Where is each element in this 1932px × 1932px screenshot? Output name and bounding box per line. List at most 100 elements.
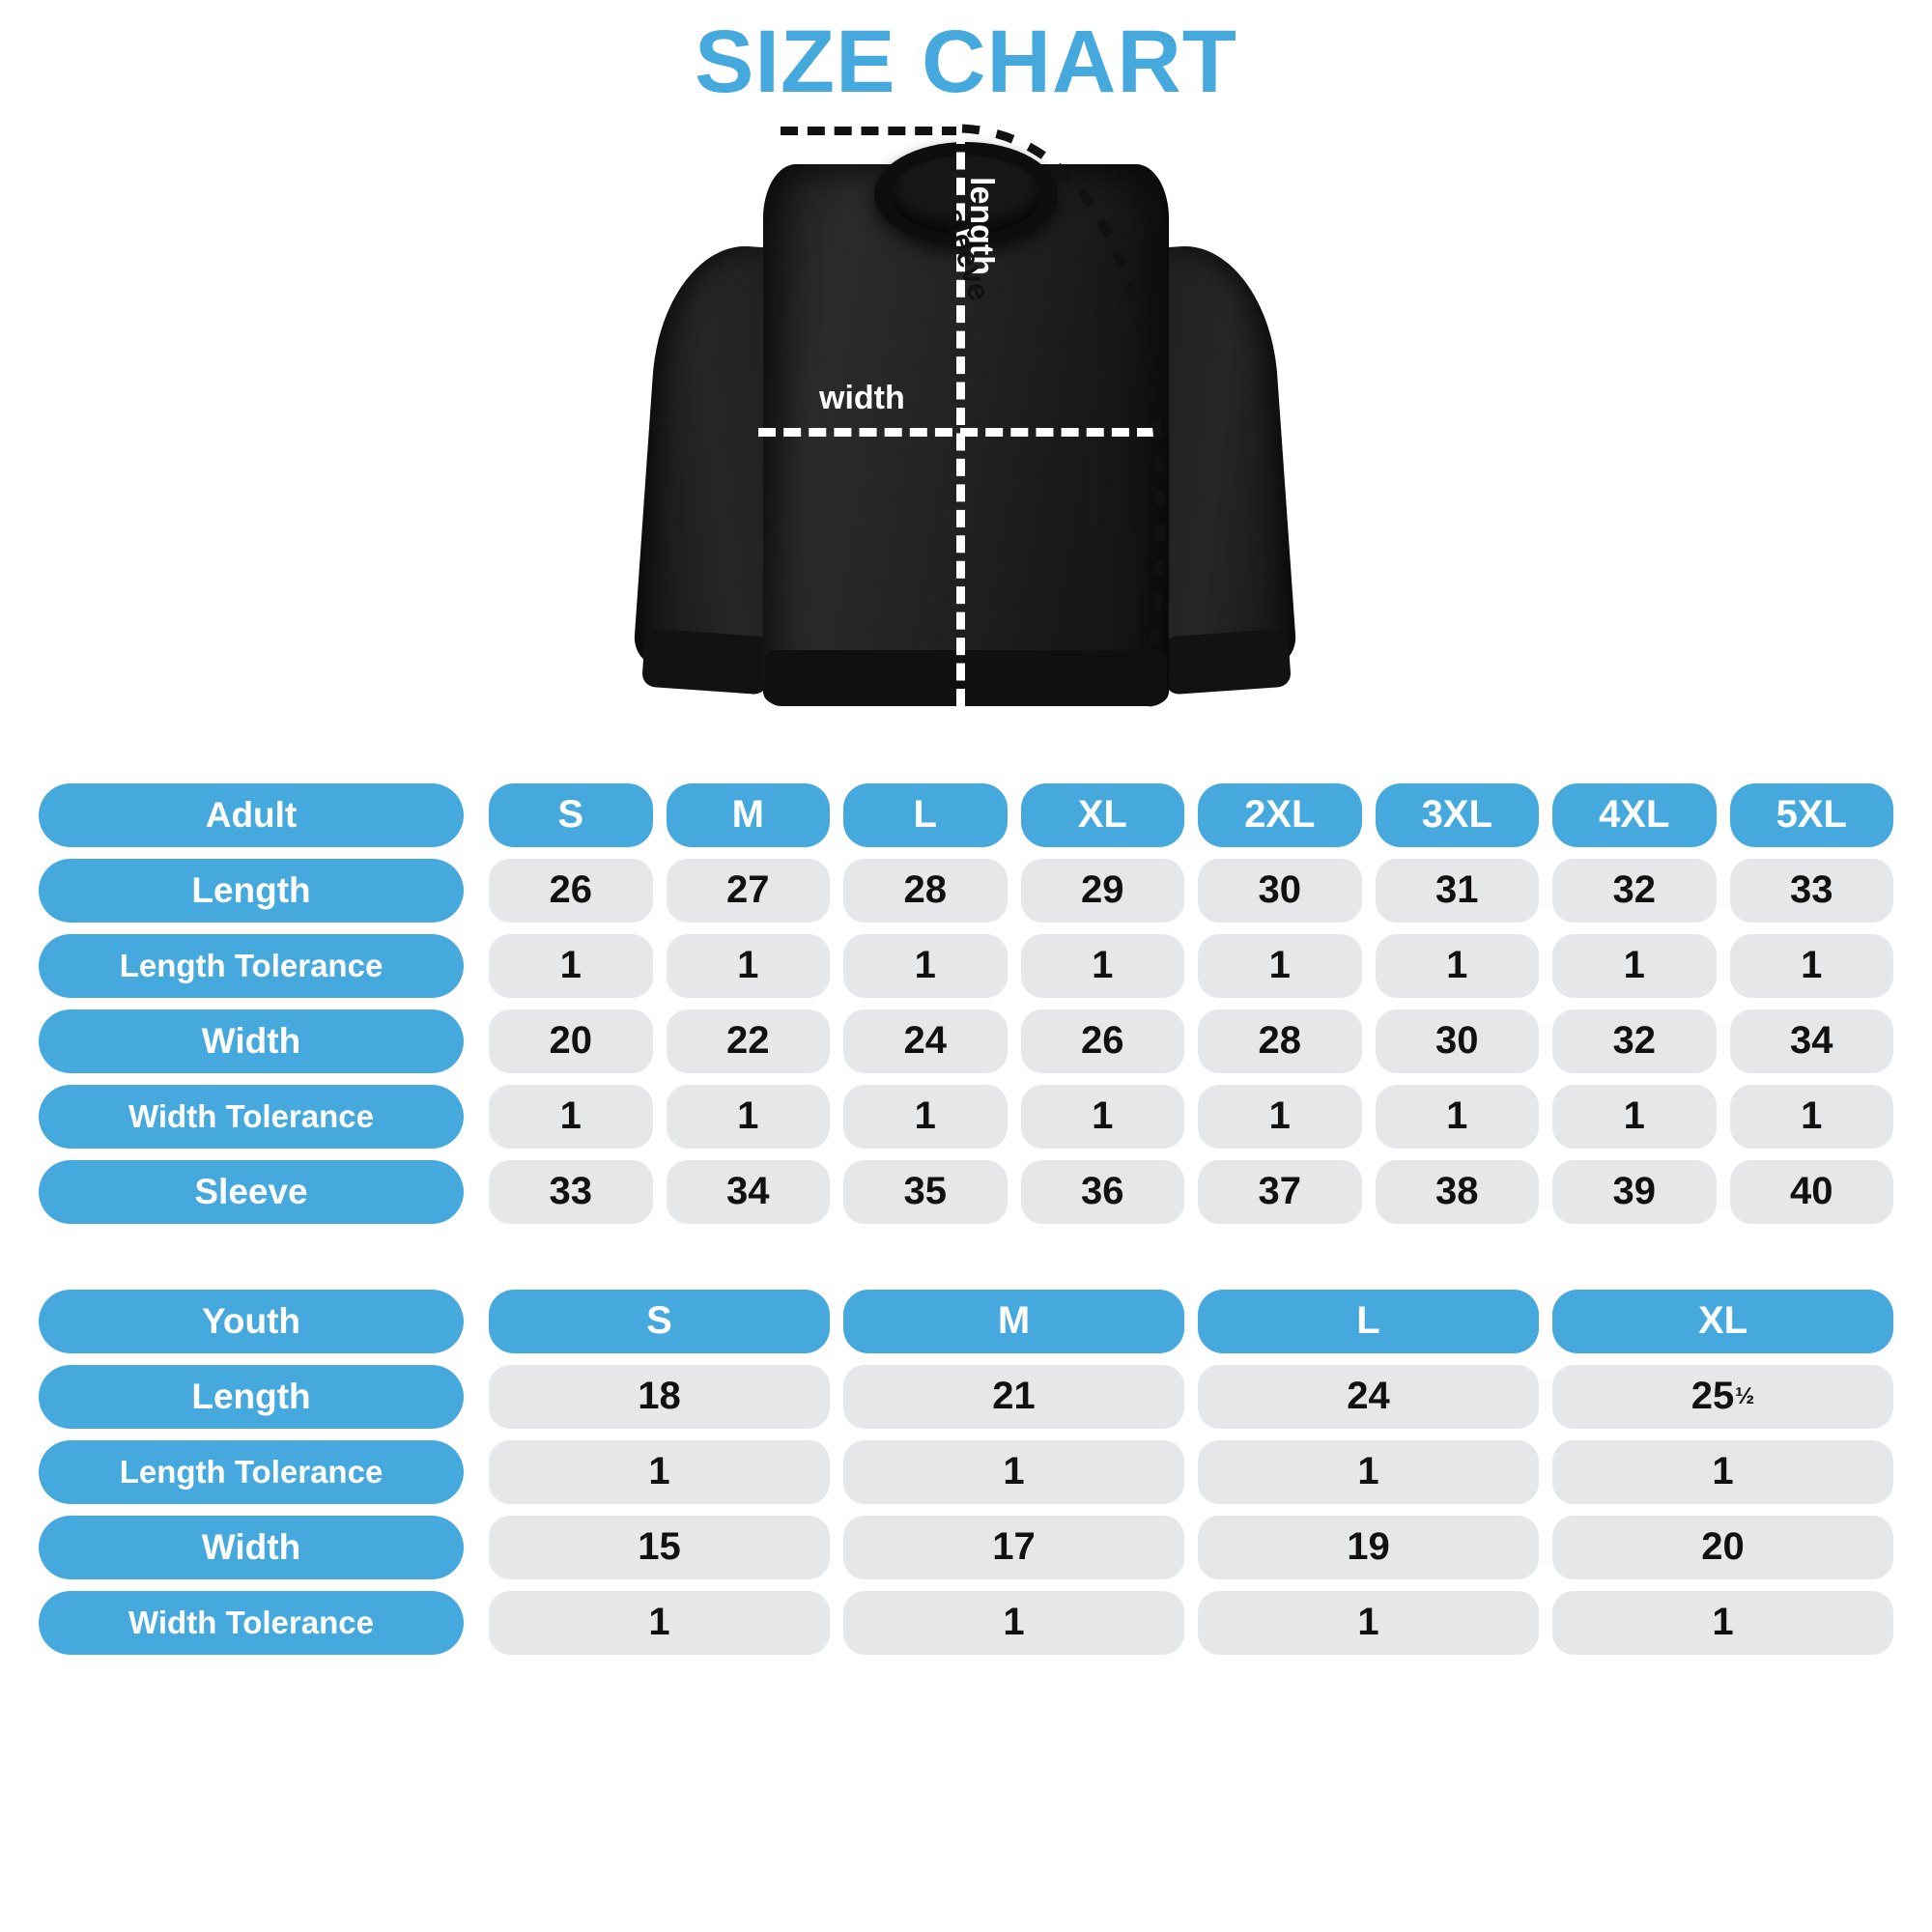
width-guide-line bbox=[758, 427, 1154, 437]
cuff-left bbox=[641, 628, 771, 696]
column-header-3xl: 3XL bbox=[1375, 782, 1539, 847]
table-cell: 1 bbox=[1020, 1084, 1184, 1149]
row-label-sleeve: Sleeve bbox=[39, 1159, 464, 1224]
table-cell: 1 bbox=[1729, 1084, 1893, 1149]
column-header-2xl: 2XL bbox=[1198, 782, 1362, 847]
hem-band bbox=[765, 649, 1167, 706]
row-label-width: Width bbox=[39, 1009, 464, 1073]
row-label-length-tolerance: Length Tolerance bbox=[39, 933, 464, 998]
column-header-xl: XL bbox=[1020, 782, 1184, 847]
table-cell: 40 bbox=[1729, 1159, 1893, 1224]
table-cell: 26 bbox=[489, 858, 653, 923]
table-cell: 29 bbox=[1020, 858, 1184, 923]
table-cell: 17 bbox=[843, 1515, 1184, 1579]
row-label-length: Length bbox=[39, 858, 464, 923]
table-cell: 1 bbox=[1729, 933, 1893, 998]
table-cell: 1 bbox=[1552, 933, 1717, 998]
table-cell: 30 bbox=[1375, 1009, 1539, 1073]
adult-size-table: Adult S M L XL 2XL 3XL 4XL 5XL Length 26… bbox=[39, 782, 1893, 1224]
table-cell: 36 bbox=[1020, 1159, 1184, 1224]
table-cell: 31 bbox=[1375, 858, 1539, 923]
table-cell: 1 bbox=[666, 1084, 830, 1149]
table-cell: 32 bbox=[1552, 858, 1717, 923]
table-cell: 20 bbox=[1552, 1515, 1893, 1579]
table-cell: 1 bbox=[489, 1084, 653, 1149]
column-header-xl: XL bbox=[1552, 1289, 1893, 1353]
table-cell: 1 bbox=[1198, 1439, 1539, 1504]
column-header-5xl: 5XL bbox=[1729, 782, 1893, 847]
table-row: Sleeve 33 34 35 36 37 38 39 40 bbox=[39, 1159, 1893, 1224]
length-guide-line bbox=[956, 126, 965, 706]
top-guide-line bbox=[781, 126, 959, 135]
table-cell: 25 ½ bbox=[1552, 1364, 1893, 1429]
table-cell: 1 bbox=[1552, 1084, 1717, 1149]
table-cell: 1 bbox=[1552, 1590, 1893, 1655]
table-cell: 33 bbox=[489, 1159, 653, 1224]
table-cell: 27 bbox=[666, 858, 830, 923]
table-cell: 30 bbox=[1198, 858, 1362, 923]
table-cell: 22 bbox=[666, 1009, 830, 1073]
table-header-row: Youth S M L XL bbox=[39, 1289, 1893, 1353]
table-cell: 1 bbox=[843, 1439, 1184, 1504]
table-cell: 37 bbox=[1198, 1159, 1362, 1224]
table-cell: 1 bbox=[1198, 1084, 1362, 1149]
table-cell: 1 bbox=[1198, 933, 1362, 998]
table-cell: 1 bbox=[1375, 933, 1539, 998]
column-header-m: M bbox=[666, 782, 830, 847]
row-label-width: Width bbox=[39, 1515, 464, 1579]
table-cell: 20 bbox=[489, 1009, 653, 1073]
row-label-width-tolerance: Width Tolerance bbox=[39, 1590, 464, 1655]
table-cell: 18 bbox=[489, 1364, 830, 1429]
row-label-length: Length bbox=[39, 1364, 464, 1429]
table-row: Width 20 22 24 26 28 30 32 34 bbox=[39, 1009, 1893, 1073]
adult-header-label: Adult bbox=[39, 782, 464, 847]
table-cell: 1 bbox=[489, 1590, 830, 1655]
table-cell: 1 bbox=[1198, 1590, 1539, 1655]
page-title: SIZE CHART bbox=[695, 13, 1237, 111]
cuff-right bbox=[1162, 628, 1292, 696]
table-cell: 1 bbox=[1375, 1084, 1539, 1149]
table-row: Width Tolerance 1 1 1 1 1 1 1 1 bbox=[39, 1084, 1893, 1149]
column-header-l: L bbox=[843, 782, 1008, 847]
column-header-4xl: 4XL bbox=[1552, 782, 1717, 847]
table-cell: 32 bbox=[1552, 1009, 1717, 1073]
table-cell: 1 bbox=[843, 1084, 1008, 1149]
row-label-width-tolerance: Width Tolerance bbox=[39, 1084, 464, 1149]
table-cell: 1 bbox=[489, 933, 653, 998]
table-cell: 38 bbox=[1375, 1159, 1539, 1224]
table-cell: 1 bbox=[843, 933, 1008, 998]
table-spacer bbox=[0, 1236, 1932, 1290]
table-cell: 1 bbox=[843, 1590, 1184, 1655]
table-cell: 33 bbox=[1729, 858, 1893, 923]
table-row: Length 26 27 28 29 30 31 32 33 bbox=[39, 858, 1893, 923]
table-row: Width 15 17 19 20 bbox=[39, 1515, 1893, 1579]
column-header-s: S bbox=[489, 1289, 830, 1353]
table-cell: 1 bbox=[666, 933, 830, 998]
youth-header-label: Youth bbox=[39, 1289, 464, 1353]
length-label: length bbox=[963, 176, 1000, 275]
table-cell: 24 bbox=[1198, 1364, 1539, 1429]
table-cell: 35 bbox=[843, 1159, 1008, 1224]
table-row: Length 18 21 24 25 ½ bbox=[39, 1364, 1893, 1429]
table-cell: 28 bbox=[843, 858, 1008, 923]
table-cell: 28 bbox=[1198, 1009, 1362, 1073]
table-cell: 15 bbox=[489, 1515, 830, 1579]
table-header-row: Adult S M L XL 2XL 3XL 4XL 5XL bbox=[39, 782, 1893, 847]
table-cell: 34 bbox=[1729, 1009, 1893, 1073]
table-row: Length Tolerance 1 1 1 1 1 1 1 1 bbox=[39, 933, 1893, 998]
table-cell: 1 bbox=[1020, 933, 1184, 998]
column-header-m: M bbox=[843, 1289, 1184, 1353]
table-cell: 19 bbox=[1198, 1515, 1539, 1579]
column-header-l: L bbox=[1198, 1289, 1539, 1353]
youth-size-table: Youth S M L XL Length 18 21 24 25 ½ Lengt… bbox=[39, 1289, 1893, 1655]
table-cell: 24 bbox=[843, 1009, 1008, 1073]
table-row: Length Tolerance 1 1 1 1 bbox=[39, 1439, 1893, 1504]
column-header-s: S bbox=[489, 782, 653, 847]
table-row: Width Tolerance 1 1 1 1 bbox=[39, 1590, 1893, 1655]
table-cell: 1 bbox=[1552, 1439, 1893, 1504]
table-cell: 21 bbox=[843, 1364, 1184, 1429]
width-label: width bbox=[819, 379, 905, 416]
garment-diagram: length width sleeve bbox=[0, 111, 1932, 778]
table-cell: 26 bbox=[1020, 1009, 1184, 1073]
row-label-length-tolerance: Length Tolerance bbox=[39, 1439, 464, 1504]
